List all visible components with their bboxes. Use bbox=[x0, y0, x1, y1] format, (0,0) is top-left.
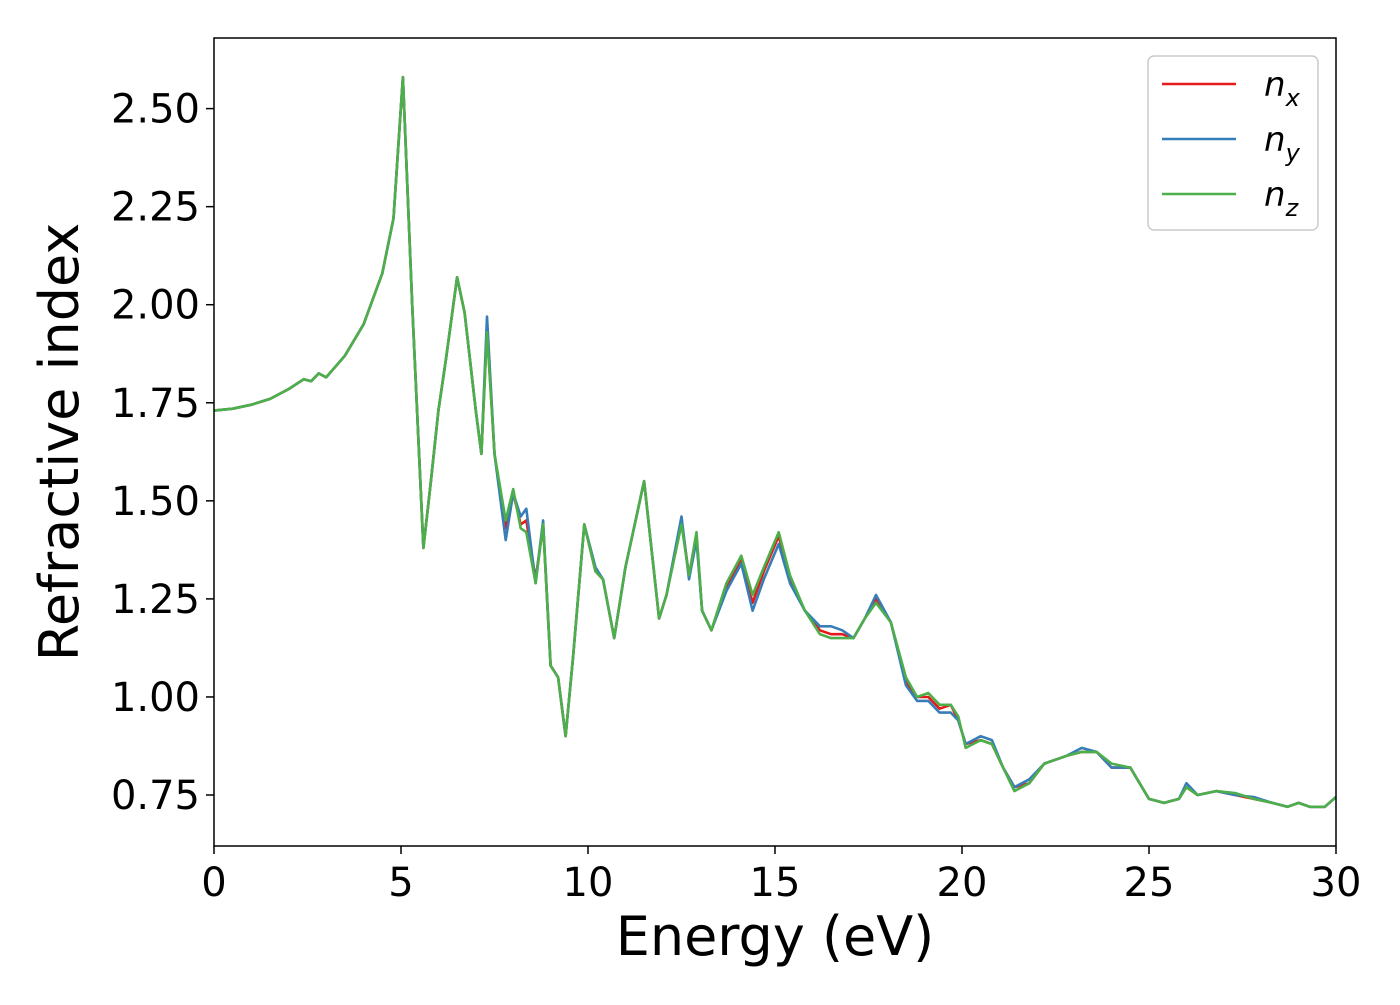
x-tick-label: 25 bbox=[1124, 860, 1175, 906]
y-tick-label: 0.75 bbox=[111, 773, 200, 819]
y-tick-label: 2.50 bbox=[111, 87, 200, 133]
x-tick-label: 20 bbox=[937, 860, 988, 906]
y-axis-label: Refractive index bbox=[28, 223, 91, 662]
y-tick-label: 2.00 bbox=[111, 283, 200, 329]
x-axis-ticks: 0 5 10 15 20 25 30 bbox=[201, 846, 1361, 906]
x-axis-label: Energy (eV) bbox=[616, 905, 935, 968]
legend-subscript: z bbox=[1285, 194, 1300, 222]
x-tick-label: 30 bbox=[1311, 860, 1362, 906]
legend-subscript: x bbox=[1285, 84, 1301, 112]
legend-box bbox=[1147, 55, 1319, 231]
x-tick-label: 5 bbox=[388, 860, 413, 906]
series-line-z bbox=[214, 75, 1336, 809]
y-tick-label: 2.25 bbox=[111, 185, 200, 231]
y-tick-label: 1.75 bbox=[111, 381, 200, 427]
x-tick-label: 15 bbox=[750, 860, 801, 906]
y-tick-label: 1.00 bbox=[111, 675, 200, 721]
series-layer bbox=[214, 75, 1336, 809]
y-tick-label: 1.50 bbox=[111, 479, 200, 525]
y-axis-ticks: 0.75 1.00 1.25 1.50 1.75 2.00 2.25 2.50 bbox=[111, 87, 214, 819]
x-tick-label: 10 bbox=[563, 860, 614, 906]
y-tick-label: 1.25 bbox=[111, 577, 200, 623]
legend-subscript: y bbox=[1285, 139, 1301, 167]
x-tick-label: 0 bbox=[201, 860, 226, 906]
